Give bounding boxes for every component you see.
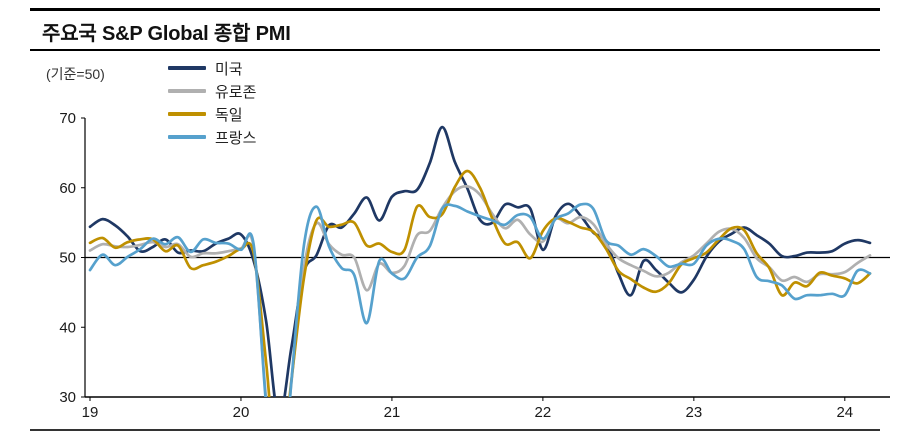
- legend-label: 유로존: [215, 83, 257, 101]
- svg-text:40: 40: [59, 319, 76, 336]
- svg-text:70: 70: [59, 110, 76, 127]
- legend-item-3: 독일: [168, 106, 256, 124]
- svg-text:22: 22: [535, 404, 552, 421]
- svg-text:60: 60: [59, 180, 76, 197]
- svg-text:23: 23: [685, 404, 702, 421]
- axis-unit-note: (기준=50): [46, 66, 105, 82]
- series-line-4: [88, 202, 872, 397]
- svg-text:19: 19: [82, 404, 99, 421]
- legend-item-1: 미국: [168, 60, 256, 78]
- legend-swatch: [168, 112, 206, 116]
- svg-text:21: 21: [384, 404, 401, 421]
- legend-swatch: [168, 89, 206, 93]
- svg-text:30: 30: [59, 389, 76, 406]
- svg-text:50: 50: [59, 250, 76, 267]
- legend-item-2: 유로존: [168, 83, 257, 101]
- chart-canvas: 30 40 50 60 70 19 20 21 22 23 24: [59, 110, 890, 421]
- legend-swatch: [168, 135, 206, 139]
- svg-text:24: 24: [836, 404, 853, 421]
- series-line-2: [88, 184, 872, 397]
- top-divider: [30, 8, 880, 11]
- legend-label: 독일: [215, 106, 243, 124]
- legend-label: 미국: [215, 60, 243, 78]
- series-line-3: [88, 169, 872, 397]
- legend-swatch: [168, 66, 206, 70]
- svg-text:20: 20: [233, 404, 250, 421]
- bottom-divider: [30, 429, 880, 431]
- legend-label: 프랑스: [215, 129, 257, 147]
- chart-title: 주요국 S&P Global 종합 PMI: [42, 23, 291, 45]
- legend-item-4: 프랑스: [168, 129, 257, 147]
- title-divider: [30, 49, 880, 51]
